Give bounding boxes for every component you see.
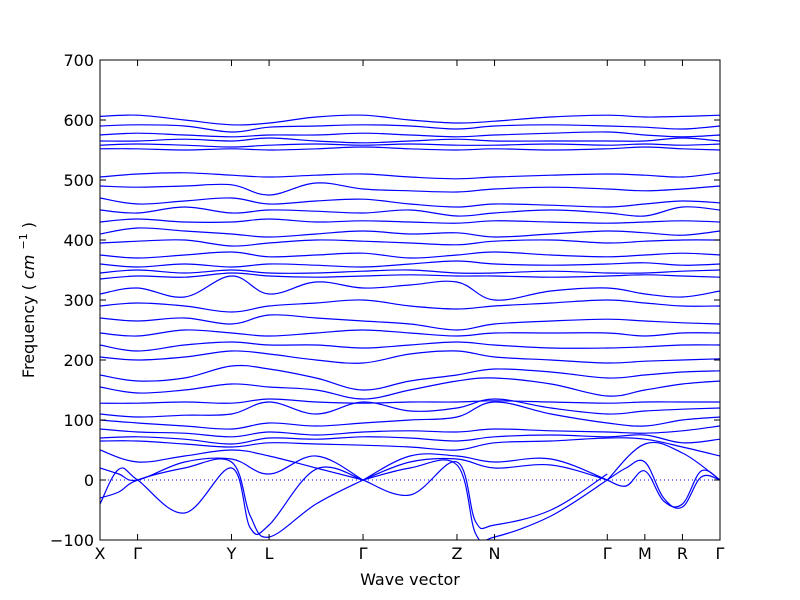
band-line-33 (100, 206, 720, 217)
band-line-18 (100, 377, 720, 400)
band-line-12 (100, 437, 720, 457)
band-line-6 (362, 459, 608, 540)
band-line-19 (100, 364, 720, 391)
y-axis-label-main: Frequency (19, 295, 38, 378)
y-tick-label: 400 (63, 231, 94, 250)
band-line-16 (100, 398, 720, 418)
band-line-26 (100, 272, 720, 280)
x-tick-label-R: R (677, 544, 688, 563)
x-tick-label-M: M (638, 544, 652, 563)
band-line-36 (100, 172, 720, 180)
x-tick-label-Γ: Γ (359, 544, 368, 563)
y-axis-label-exponent: −1 (17, 233, 30, 249)
band-line-8 (362, 453, 608, 481)
x-tick-label-N: N (489, 544, 501, 563)
x-tick-label-X: X (95, 544, 106, 563)
x-tick-label-Z: Z (451, 544, 462, 563)
band-line-4 (100, 449, 364, 481)
y-tick-label: 300 (63, 291, 94, 310)
x-tick-label-Γ: Γ (603, 544, 612, 563)
band-line-11 (606, 441, 720, 481)
x-tick-label-Γ: Γ (716, 544, 725, 563)
band-line-41 (100, 124, 720, 133)
band-line-25 (100, 275, 720, 301)
band-line-7 (362, 457, 608, 481)
x-tick-label-L: L (265, 544, 274, 563)
x-tick-label-Y: Y (226, 544, 237, 563)
y-axis: −100 0 100 200 300 400 500 600 700 (50, 51, 720, 550)
y-tick-label: −100 (50, 531, 94, 550)
band-line-2 (100, 458, 364, 538)
band-line-20 (100, 350, 720, 364)
y-tick-label: 600 (63, 111, 94, 130)
band-line-24 (100, 299, 720, 313)
y-tick-label: 100 (63, 411, 94, 430)
band-line-31 (100, 227, 720, 238)
band-line-13 (100, 434, 720, 445)
band-line-35 (100, 182, 720, 196)
y-tick-label: 500 (63, 171, 94, 190)
band-line-39 (100, 137, 720, 144)
band-line-21 (100, 341, 720, 352)
x-axis-label: Wave vector (360, 570, 460, 589)
band-line-10 (606, 459, 720, 509)
band-line-27 (100, 269, 720, 274)
band-line-34 (100, 197, 720, 208)
band-line-17 (100, 398, 720, 404)
band-line-23 (100, 314, 720, 331)
band-line-9 (607, 469, 720, 508)
band-lines (100, 114, 720, 540)
band-line-32 (100, 218, 720, 224)
band-line-30 (100, 239, 720, 247)
band-line-15 (100, 401, 720, 430)
x-tick-label-Γ: Γ (133, 544, 142, 563)
band-line-37 (100, 146, 720, 151)
band-line-42 (100, 114, 720, 126)
band-line-5 (362, 461, 608, 530)
y-tick-label: 200 (63, 351, 94, 370)
band-line-28 (100, 260, 720, 268)
band-line-38 (100, 143, 720, 148)
band-line-40 (100, 131, 720, 138)
y-axis-label-unit: cm (19, 255, 38, 279)
band-line-22 (100, 329, 720, 337)
y-tick-label: 700 (63, 51, 94, 70)
y-tick-label: 0 (84, 471, 94, 490)
y-axis-label: Frequency ( cm −1 ) (12, 222, 38, 378)
band-line-1 (100, 466, 364, 535)
band-line-3 (100, 455, 364, 482)
band-line-29 (100, 251, 720, 259)
band-line-14 (100, 425, 720, 438)
